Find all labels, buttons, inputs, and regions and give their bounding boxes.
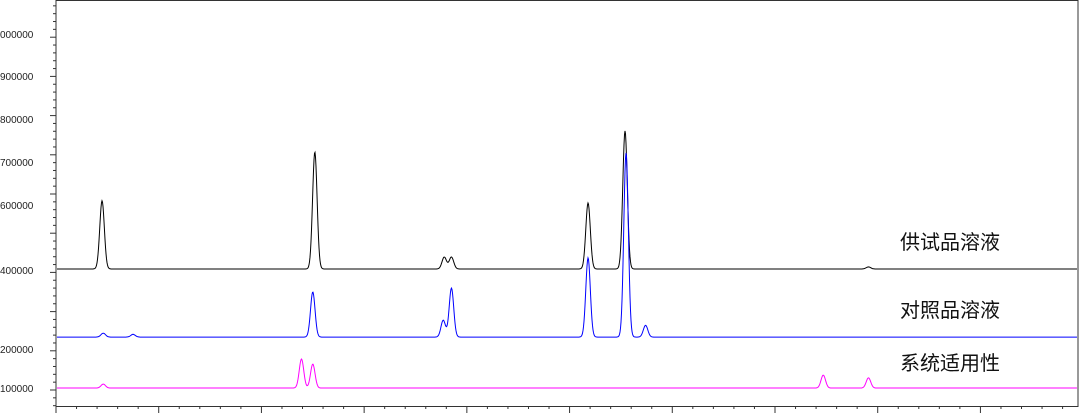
- trace-0: [57, 130, 1077, 270]
- trace-2: [57, 358, 1077, 389]
- y-tick-label: 600000: [0, 201, 34, 212]
- y-tick-label: 400000: [0, 266, 34, 277]
- plot-frame: [55, 0, 1079, 407]
- y-tick-label: 900000: [0, 72, 34, 83]
- axes: [55, 0, 1079, 407]
- y-tick-label: 800000: [0, 115, 34, 126]
- y-tick-label: 000000: [0, 30, 34, 41]
- y-tick-label: 700000: [0, 158, 34, 169]
- y-axis-ticks: [50, 5, 56, 407]
- y-tick-label: 200000: [0, 345, 34, 356]
- series-label-reference: 对照品溶液: [900, 298, 1000, 322]
- traces: [57, 130, 1077, 389]
- x-axis-ticks: [55, 406, 1064, 413]
- y-tick-label: 100000: [0, 384, 34, 395]
- series-label-sample: 供试品溶液: [900, 230, 1000, 254]
- trace-1: [57, 152, 1077, 338]
- series-label-suitability: 系统适用性: [900, 351, 1000, 375]
